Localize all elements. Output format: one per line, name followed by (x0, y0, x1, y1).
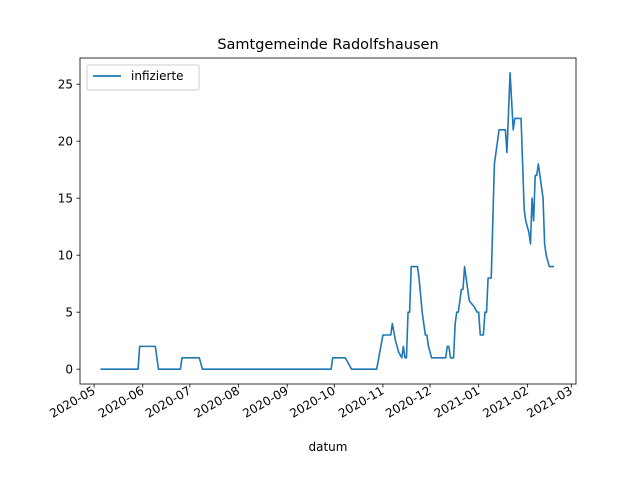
x-tick-label-2020-11: 2020-11 (336, 383, 386, 420)
x-tick-label-2021-03: 2021-03 (524, 383, 574, 420)
y-tick-label-15: 15 (58, 192, 73, 206)
y-tick-label-25: 25 (58, 78, 73, 92)
series-line-infizierte (100, 72, 555, 370)
y-tick-label-0: 0 (65, 362, 73, 376)
series-layer (100, 72, 555, 370)
x-tick-label-2020-10: 2020-10 (287, 383, 337, 420)
legend: infizierte (86, 64, 200, 91)
legend-label-infizierte: infizierte (131, 69, 184, 83)
x-tick-label-2020-07: 2020-07 (143, 383, 193, 420)
x-tick-label-2020-06: 2020-06 (96, 383, 146, 420)
x-tick-label-2020-08: 2020-08 (192, 383, 242, 420)
chart-title: Samtgemeinde Radolfshausen (217, 37, 438, 53)
plot-frame (79, 57, 577, 385)
y-tick-label-20: 20 (58, 135, 73, 149)
x-axis: 2020-052020-062020-072020-082020-092020-… (47, 383, 575, 420)
x-tick-label-2020-05: 2020-05 (47, 383, 97, 420)
y-tick-label-5: 5 (65, 305, 73, 319)
x-tick-label-2020-12: 2020-12 (383, 383, 433, 420)
x-tick-label-2021-02: 2021-02 (480, 383, 530, 420)
plot-area (80, 58, 576, 384)
legend-box (86, 64, 200, 91)
x-tick-label-2021-01: 2021-01 (432, 383, 482, 420)
x-axis-label: datum (309, 440, 348, 454)
x-tick-label-2020-09: 2020-09 (240, 383, 290, 420)
y-axis: 0 5 10 15 20 25 (58, 78, 80, 376)
y-tick-label-10: 10 (58, 248, 73, 262)
